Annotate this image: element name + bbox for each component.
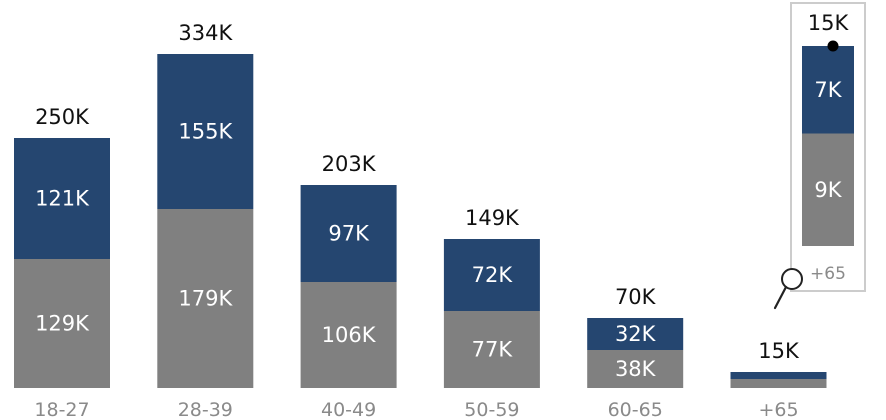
bar-segment-top-0 (14, 138, 110, 259)
bar-label-top-2: 97K (328, 222, 370, 246)
bar-label-bottom-0: 129K (35, 312, 90, 336)
zoom-inset-frame (790, 2, 866, 292)
bar-total-label-2: 203K (322, 152, 377, 176)
bar-segment-bottom-1 (157, 209, 254, 388)
bar-label-bottom-3: 77K (472, 338, 514, 362)
category-label-3: 50-59 (464, 399, 519, 420)
zoom-top-segment-label: 7K (814, 78, 842, 102)
bar-segment-top-5 (730, 372, 827, 379)
zoom-category-label: +65 (810, 264, 846, 284)
category-label-5: +65 (758, 399, 798, 420)
bar-segment-top-1 (157, 54, 254, 209)
bar-label-bottom-1: 179K (178, 287, 233, 311)
labels-layer: 129K 121K 250K 18-27 179K 155K 334K 28-39 106K 97… (34, 21, 800, 420)
zoom-bar-segment-top (802, 46, 854, 134)
category-label-4: 60-65 (608, 399, 663, 420)
bar-total-label-4: 70K (615, 285, 657, 309)
category-label-1: 28-39 (178, 399, 233, 420)
bar-label-top-0: 121K (35, 187, 90, 211)
bar-label-top-1: 155K (178, 120, 233, 144)
bar-segment-bottom-5 (730, 379, 827, 388)
bar-label-top-3: 72K (472, 263, 514, 287)
bar-segment-bottom-4 (587, 350, 684, 388)
category-label-0: 18-27 (34, 399, 89, 420)
bar-total-label-1: 334K (178, 21, 233, 45)
bar-segment-bottom-3 (443, 311, 540, 388)
bar-segment-bottom-0 (14, 259, 110, 388)
bar-label-top-4: 32K (615, 322, 657, 346)
magnifier-icon (773, 268, 803, 310)
zoom-anchor-dot (827, 40, 839, 52)
bar-total-label-5: 15K (758, 339, 800, 363)
bars-layer (14, 54, 827, 388)
category-label-2: 40-49 (321, 399, 376, 420)
zoom-total-label: 15K (808, 11, 850, 35)
zoom-bottom-segment-label: 9K (814, 178, 842, 202)
bar-segment-bottom-2 (300, 282, 397, 388)
zoom-inset: 15K 7K 9K +65 (790, 2, 866, 292)
bar-total-label-0: 250K (35, 105, 90, 129)
bar-segment-top-4 (587, 318, 684, 350)
bar-segment-top-3 (443, 239, 540, 311)
bar-label-bottom-4: 38K (615, 357, 657, 381)
bar-label-bottom-2: 106K (322, 323, 377, 347)
bar-total-label-3: 149K (465, 206, 520, 230)
bar-segment-top-2 (300, 185, 397, 282)
zoom-bar-segment-bottom (802, 133, 854, 246)
